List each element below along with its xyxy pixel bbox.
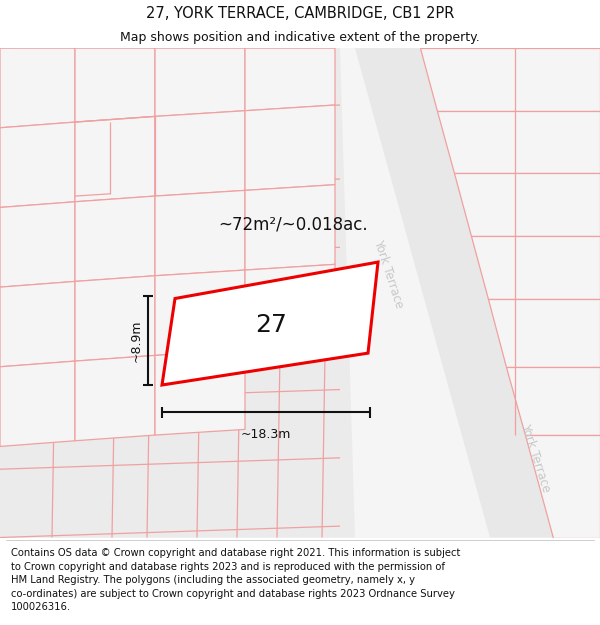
Polygon shape xyxy=(540,48,600,173)
Polygon shape xyxy=(420,48,600,538)
Polygon shape xyxy=(0,361,75,446)
Polygon shape xyxy=(506,367,600,435)
Text: 27, YORK TERRACE, CAMBRIDGE, CB1 2PR: 27, YORK TERRACE, CAMBRIDGE, CB1 2PR xyxy=(146,6,454,21)
Polygon shape xyxy=(75,196,155,281)
Polygon shape xyxy=(162,262,378,385)
Text: ~18.3m: ~18.3m xyxy=(241,428,291,441)
Polygon shape xyxy=(0,281,75,367)
Text: 27: 27 xyxy=(255,312,287,337)
Polygon shape xyxy=(75,116,155,202)
Polygon shape xyxy=(155,270,245,356)
Polygon shape xyxy=(471,236,600,299)
Polygon shape xyxy=(488,299,600,367)
Polygon shape xyxy=(0,202,75,287)
Polygon shape xyxy=(155,191,245,276)
Polygon shape xyxy=(355,48,555,538)
Polygon shape xyxy=(245,185,335,270)
Polygon shape xyxy=(0,48,355,538)
Polygon shape xyxy=(155,48,245,116)
Polygon shape xyxy=(0,122,75,208)
Text: ~8.9m: ~8.9m xyxy=(130,319,143,362)
Polygon shape xyxy=(0,48,75,128)
Text: Map shows position and indicative extent of the property.: Map shows position and indicative extent… xyxy=(120,31,480,44)
Polygon shape xyxy=(454,173,600,236)
Polygon shape xyxy=(245,105,335,191)
Polygon shape xyxy=(75,276,155,361)
Polygon shape xyxy=(420,48,600,111)
Polygon shape xyxy=(525,435,600,538)
Text: York Terrace: York Terrace xyxy=(518,422,552,494)
Polygon shape xyxy=(0,48,600,538)
Polygon shape xyxy=(245,48,335,111)
Polygon shape xyxy=(155,111,245,196)
Polygon shape xyxy=(437,111,600,173)
Text: Contains OS data © Crown copyright and database right 2021. This information is : Contains OS data © Crown copyright and d… xyxy=(11,548,460,612)
Text: ~72m²/~0.018ac.: ~72m²/~0.018ac. xyxy=(218,216,368,234)
Polygon shape xyxy=(75,48,155,122)
Polygon shape xyxy=(155,350,245,435)
Polygon shape xyxy=(75,356,155,441)
Polygon shape xyxy=(245,264,335,350)
Text: York Terrace: York Terrace xyxy=(371,238,405,309)
